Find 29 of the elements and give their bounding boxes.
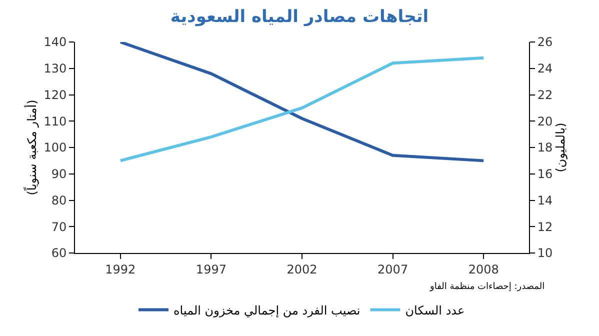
x-tick-label: 2008 bbox=[468, 262, 499, 276]
x-tick-label: 2002 bbox=[286, 262, 318, 276]
y2-tick-label: 14 bbox=[537, 193, 553, 208]
y2-tick-label: 24 bbox=[537, 62, 553, 76]
y-tick-label: 120 bbox=[44, 88, 67, 102]
y-tick-label: 60 bbox=[51, 246, 67, 260]
chart-title: اتجاهات مصادر المياه السعودية bbox=[170, 6, 429, 27]
y-tick-label: 110 bbox=[44, 114, 67, 128]
y2-tick-label: 12 bbox=[537, 220, 553, 234]
legend-label: نصيب الفرد من إجمالي مخزون المياه bbox=[174, 303, 360, 318]
x-tick-label: 1997 bbox=[196, 262, 226, 276]
y2-axis-title: (بالمليون) bbox=[554, 122, 568, 172]
y2-tick-label: 26 bbox=[537, 35, 553, 50]
y-tick-label: 100 bbox=[44, 140, 67, 155]
y-tick-label: 90 bbox=[51, 167, 67, 182]
x-tick-label: 2007 bbox=[378, 262, 408, 276]
y2-tick-label: 10 bbox=[537, 246, 553, 260]
y2-tick-label: 22 bbox=[537, 88, 553, 102]
y-tick-label: 80 bbox=[51, 193, 67, 208]
y-axis-title: (أمتار مكعبة سنوياً) bbox=[23, 100, 39, 196]
y2-tick-label: 16 bbox=[537, 167, 553, 182]
y2-tick-label: 20 bbox=[537, 114, 553, 128]
y-tick-label: 70 bbox=[51, 220, 67, 234]
legend-label: عدد السكان bbox=[405, 303, 465, 318]
text: المصدر: إحصاءات منظمة الفاو bbox=[429, 282, 545, 292]
y2-tick-label: 18 bbox=[537, 140, 553, 155]
x-tick-label: 1992 bbox=[105, 262, 136, 276]
y-tick-label: 130 bbox=[44, 62, 67, 76]
y-tick-label: 140 bbox=[44, 35, 67, 50]
